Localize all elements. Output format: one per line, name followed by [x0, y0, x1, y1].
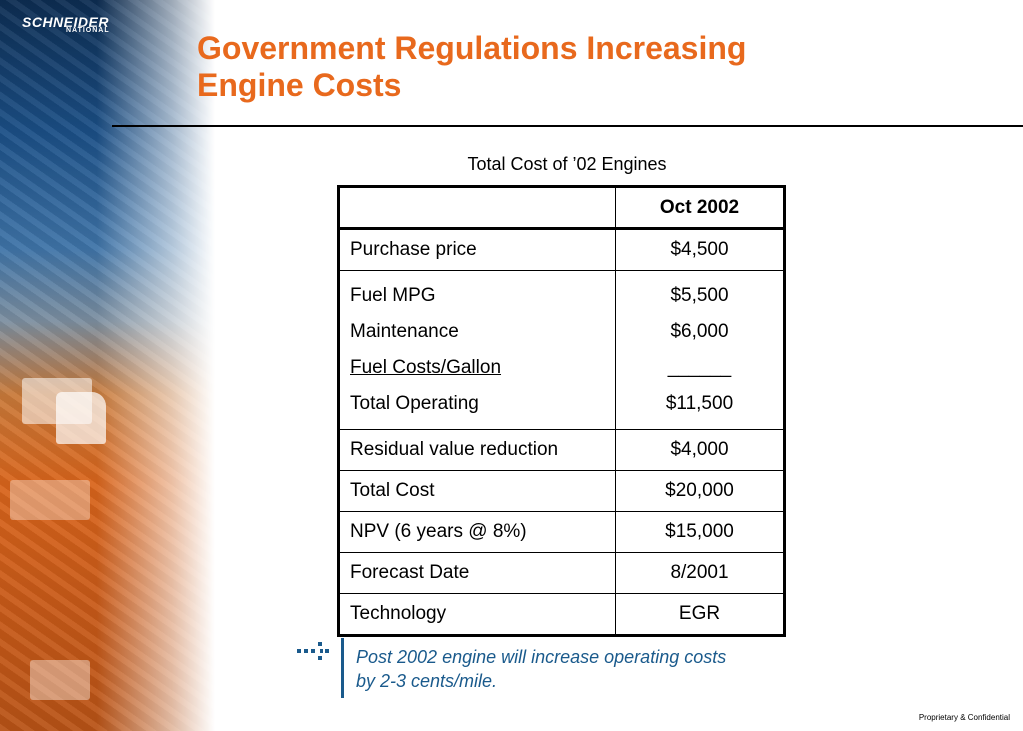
logo-subtext: NATIONAL [66, 27, 110, 34]
title-line-2: Engine Costs [197, 67, 402, 103]
row-label: NPV (6 years @ 8%) [338, 511, 616, 553]
table-row-operating: Fuel MPG Maintenance Fuel Costs/Gallon T… [338, 270, 785, 430]
row-value: $5,500 [670, 285, 729, 306]
row-label: Forecast Date [338, 552, 616, 594]
table-header-row: Oct 2002 [338, 186, 785, 230]
table-row: Purchase price $4,500 [338, 228, 785, 271]
row-label: Residual value reduction [338, 429, 616, 471]
row-label: Total Operating [350, 393, 479, 414]
row-value: $4,500 [615, 228, 785, 271]
table-row: Forecast Date 8/2001 [338, 552, 785, 594]
row-value: 8/2001 [615, 552, 785, 594]
title-divider [112, 125, 1023, 127]
table-row: NPV (6 years @ 8%) $15,000 [338, 511, 785, 553]
table-caption: Total Cost of ’02 Engines [467, 154, 667, 174]
row-value: $11,500 [665, 393, 734, 414]
slide-title: Government Regulations Increasing Engine… [197, 30, 997, 104]
takeaway-note: Post 2002 engine will increase operating… [356, 645, 826, 693]
operating-values: $5,500 $6,000 ______ $11,500 [615, 270, 785, 430]
engine-cost-table: Oct 2002 Purchase price $4,500 Fuel MPG … [337, 185, 786, 637]
column-header: Oct 2002 [615, 186, 785, 230]
logo-text: SCHNEIDER [22, 14, 109, 30]
row-label: Fuel MPG [350, 285, 436, 306]
row-label: Maintenance [350, 321, 459, 342]
row-value: $6,000 [670, 321, 729, 342]
row-label: Fuel Costs/Gallon [350, 357, 502, 378]
row-value: $15,000 [615, 511, 785, 553]
truck-shape [10, 480, 90, 520]
title-line-1: Government Regulations Increasing [197, 30, 747, 66]
operating-labels: Fuel MPG Maintenance Fuel Costs/Gallon T… [338, 270, 616, 430]
note-accent-bar [341, 638, 344, 698]
footer-text: Proprietary & Confidential [918, 713, 1010, 722]
truck-cab-shape [56, 392, 106, 444]
row-value: $4,000 [615, 429, 785, 471]
note-line-2: by 2-3 cents/mile. [356, 671, 498, 691]
row-value: ______ [667, 357, 732, 378]
arrow-bullet-icon [297, 642, 329, 660]
company-logo: SCHNEIDER NATIONAL [22, 14, 118, 36]
table-row: Technology EGR [338, 593, 785, 636]
table-row: Residual value reduction $4,000 [338, 429, 785, 471]
row-value: $20,000 [615, 470, 785, 512]
row-value: EGR [615, 593, 785, 636]
table-row: Total Cost $20,000 [338, 470, 785, 512]
row-label: Purchase price [338, 228, 616, 271]
decorative-sidebar-image [0, 0, 215, 731]
row-label: Total Cost [338, 470, 616, 512]
note-line-1: Post 2002 engine will increase operating… [356, 647, 727, 667]
row-label: Technology [338, 593, 616, 636]
header-empty-cell [338, 186, 616, 230]
truck-shape [30, 660, 90, 700]
